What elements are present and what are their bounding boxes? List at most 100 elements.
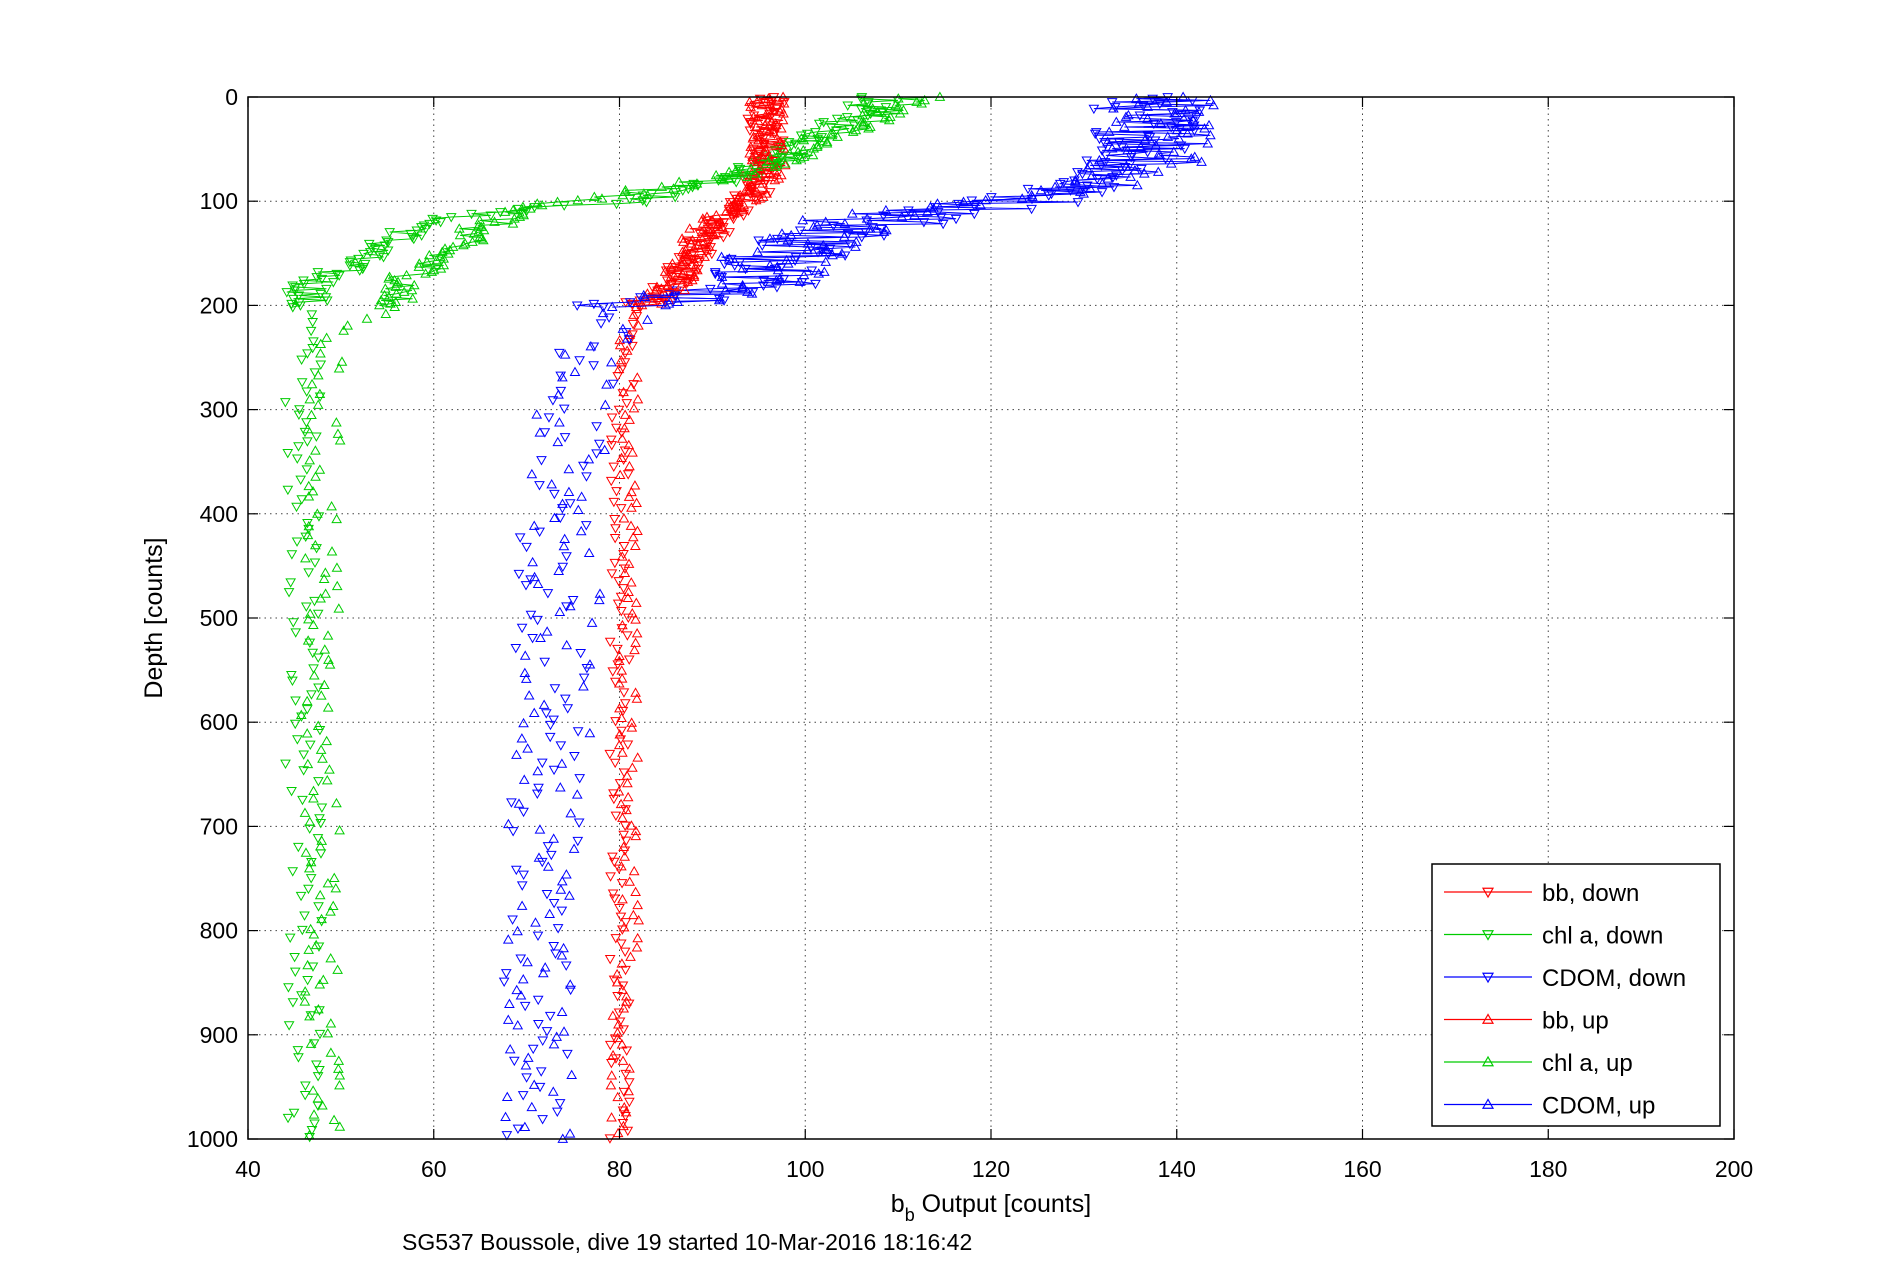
data-point: [291, 502, 302, 513]
data-point: [1134, 111, 1146, 121]
data-point: [307, 318, 319, 328]
data-point: [564, 499, 576, 509]
data-point: [420, 224, 432, 235]
data-point: [795, 153, 807, 163]
data-point: [1078, 188, 1090, 198]
data-point: [1142, 101, 1154, 111]
data-point: [746, 154, 758, 165]
data-point: [831, 126, 842, 136]
data-point: [591, 422, 602, 432]
data-point: [524, 203, 536, 213]
data-point: [521, 1073, 532, 1083]
data-point: [565, 985, 577, 996]
data-point: [616, 673, 628, 683]
data-point: [776, 228, 788, 238]
data-point: [769, 174, 781, 185]
data-point: [753, 134, 764, 145]
data-point: [813, 268, 825, 278]
data-point: [1026, 204, 1037, 215]
data-point: [817, 239, 829, 250]
data-point: [310, 471, 321, 481]
data-point: [333, 271, 345, 281]
data-point: [619, 409, 631, 419]
data-point: [306, 310, 318, 320]
data-point: [676, 233, 688, 243]
data-point: [303, 480, 315, 491]
data-point: [593, 439, 605, 450]
data-point: [836, 248, 848, 258]
data-point: [597, 303, 609, 313]
data-point: [557, 562, 569, 573]
grid-lines: [248, 97, 1734, 1139]
data-point: [288, 1108, 300, 1119]
data-point: [431, 254, 443, 265]
data-point: [932, 208, 944, 218]
data-point: [760, 109, 772, 120]
data-point: [289, 719, 301, 730]
data-point: [561, 602, 572, 612]
data-point: [531, 409, 543, 419]
data-point: [474, 214, 486, 225]
y-tick-label: 200: [200, 292, 238, 318]
data-point: [604, 1040, 616, 1051]
legend-label: CDOM, up: [1542, 1093, 1655, 1120]
data-point: [314, 814, 325, 824]
data-point: [532, 765, 544, 776]
data-point: [618, 455, 630, 466]
data-point: [637, 191, 649, 201]
data-point: [794, 226, 806, 236]
data-point: [539, 962, 551, 972]
data-point: [317, 1100, 328, 1110]
data-point: [1022, 184, 1034, 195]
data-point: [894, 108, 906, 118]
data-point: [768, 164, 780, 175]
y-tick-label: 500: [200, 605, 238, 631]
data-point: [631, 628, 643, 638]
data-point: [618, 541, 630, 552]
data-point: [676, 259, 688, 270]
data-point: [406, 284, 418, 295]
data-point: [1133, 98, 1145, 108]
data-point: [1139, 134, 1151, 145]
data-point: [298, 750, 310, 760]
data-point: [752, 94, 764, 105]
data-point: [428, 264, 440, 275]
data-point: [641, 198, 652, 208]
data-point: [318, 573, 330, 584]
data-point: [741, 183, 753, 193]
data-point: [630, 830, 642, 841]
data-point: [1108, 183, 1120, 193]
data-point: [623, 439, 635, 450]
data-point: [620, 805, 631, 815]
data-point: [390, 296, 402, 306]
data-point: [588, 299, 600, 310]
data-point: [312, 369, 324, 380]
data-point: [624, 414, 635, 424]
data-point: [767, 104, 779, 115]
legend: bb, down chl a, down CDOM, down bb, up chl a…: [1431, 863, 1721, 1127]
data-point: [753, 129, 765, 140]
data-point: [618, 386, 629, 397]
data-point: [720, 284, 731, 295]
data-point: [383, 273, 395, 283]
data-point: [549, 512, 560, 522]
data-point: [435, 218, 446, 228]
data-point: [330, 417, 342, 427]
data-point: [878, 211, 889, 221]
data-point: [548, 942, 560, 952]
data-point: [1149, 136, 1161, 146]
data-point: [300, 602, 312, 612]
data-point: [1089, 129, 1101, 140]
data-point: [757, 178, 769, 188]
data-point: [321, 735, 333, 746]
data-point: [308, 929, 320, 939]
data-point: [716, 221, 728, 231]
data-point: [666, 273, 677, 283]
data-point: [618, 921, 630, 932]
data-point: [605, 435, 617, 445]
data-point: [784, 148, 796, 158]
data-point: [709, 268, 721, 278]
data-point: [391, 288, 402, 298]
data-point: [633, 914, 645, 925]
data-point: [609, 1034, 621, 1044]
